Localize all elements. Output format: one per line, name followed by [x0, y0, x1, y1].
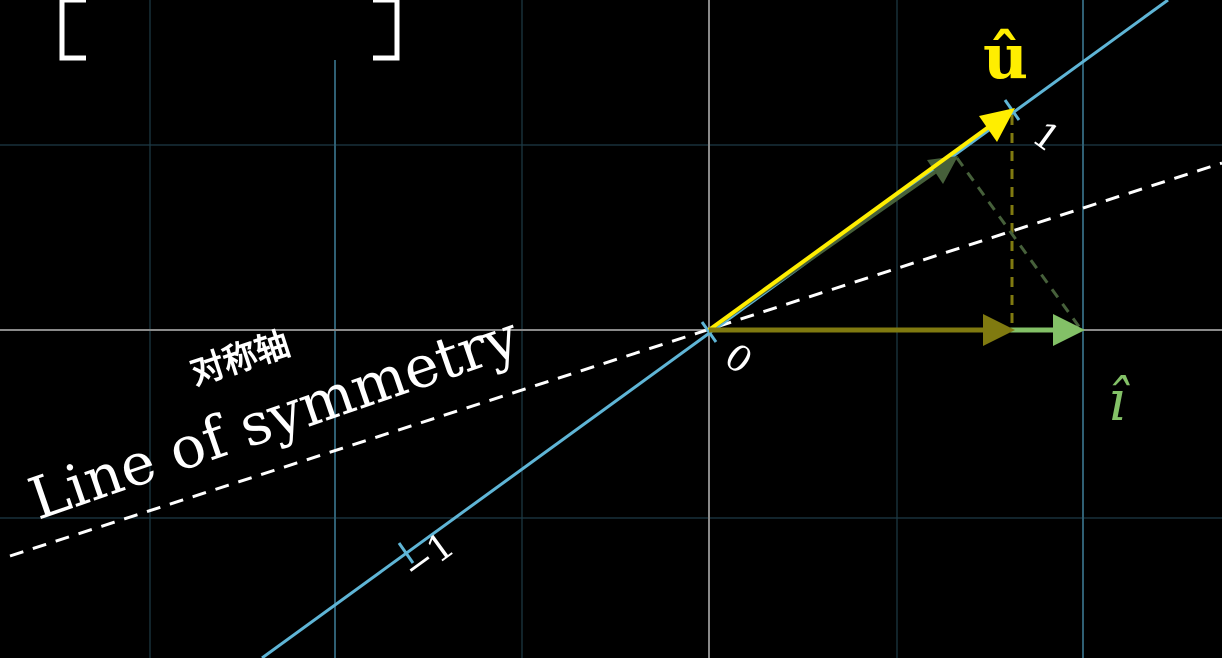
- i-hat-vector-head: [1053, 314, 1085, 346]
- u-hat-label: û: [983, 20, 1028, 93]
- i-hat-label: î: [1108, 369, 1130, 434]
- line-of-symmetry: [9, 161, 1222, 558]
- projection-vector-head: [983, 314, 1015, 346]
- u-hat-vector-shaft: [707, 124, 992, 332]
- tick-label-minus-one: −1: [395, 525, 462, 589]
- reflected-vector-head: [927, 156, 958, 184]
- matrix-bracket-left: [59, 0, 86, 61]
- tick-label-zero: 0: [717, 336, 760, 383]
- u-hat-vector-head: [979, 108, 1015, 142]
- tick-label-one: 1: [1025, 114, 1068, 161]
- matrix-bracket-right: [373, 0, 400, 61]
